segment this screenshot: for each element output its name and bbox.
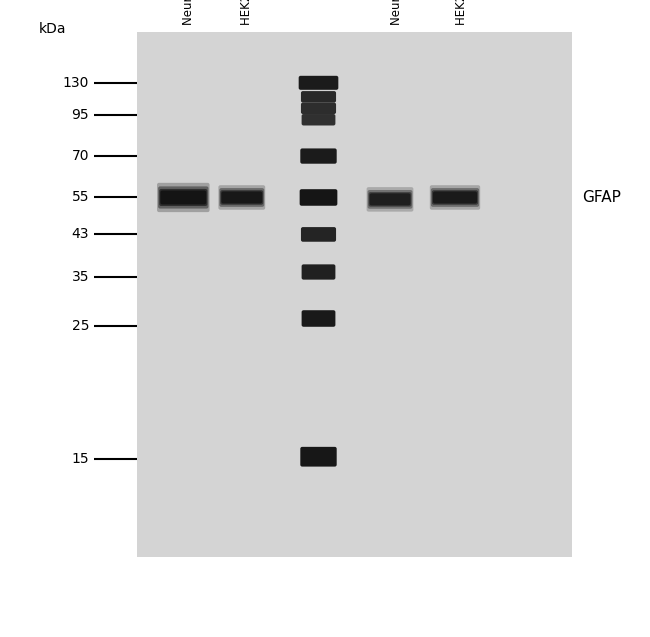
FancyBboxPatch shape <box>302 114 335 125</box>
FancyBboxPatch shape <box>301 227 336 241</box>
Text: HEK293T red.: HEK293T red. <box>240 0 254 25</box>
FancyBboxPatch shape <box>300 447 337 466</box>
FancyBboxPatch shape <box>218 185 265 210</box>
FancyBboxPatch shape <box>157 183 209 212</box>
FancyBboxPatch shape <box>158 187 209 208</box>
FancyBboxPatch shape <box>161 190 206 204</box>
FancyBboxPatch shape <box>302 310 335 327</box>
Text: 130: 130 <box>62 76 89 90</box>
FancyBboxPatch shape <box>159 189 207 206</box>
FancyBboxPatch shape <box>221 191 263 204</box>
Text: GFAP: GFAP <box>582 190 621 205</box>
FancyBboxPatch shape <box>298 76 338 90</box>
Text: 25: 25 <box>72 319 89 333</box>
Text: Neuro 2a non-red.: Neuro 2a non-red. <box>390 0 403 25</box>
FancyBboxPatch shape <box>430 185 480 210</box>
FancyBboxPatch shape <box>433 191 477 204</box>
Text: HEK293T non-red.: HEK293T non-red. <box>455 0 468 25</box>
Text: 55: 55 <box>72 190 89 204</box>
FancyBboxPatch shape <box>300 189 337 206</box>
FancyBboxPatch shape <box>302 264 335 280</box>
Text: 70: 70 <box>72 149 89 163</box>
FancyBboxPatch shape <box>367 187 413 211</box>
Text: 15: 15 <box>72 452 89 466</box>
Text: 95: 95 <box>72 108 89 122</box>
Bar <box>136 32 572 557</box>
FancyBboxPatch shape <box>431 188 479 207</box>
Text: 35: 35 <box>72 270 89 284</box>
Text: 43: 43 <box>72 227 89 241</box>
FancyBboxPatch shape <box>301 103 336 114</box>
FancyBboxPatch shape <box>220 188 264 207</box>
Text: kDa: kDa <box>39 22 66 36</box>
FancyBboxPatch shape <box>300 148 337 164</box>
FancyBboxPatch shape <box>369 193 411 205</box>
FancyBboxPatch shape <box>301 91 336 103</box>
Text: Neuro 2a red.: Neuro 2a red. <box>182 0 195 25</box>
FancyBboxPatch shape <box>220 190 263 204</box>
FancyBboxPatch shape <box>432 190 478 204</box>
FancyBboxPatch shape <box>368 190 413 209</box>
FancyBboxPatch shape <box>369 192 411 206</box>
